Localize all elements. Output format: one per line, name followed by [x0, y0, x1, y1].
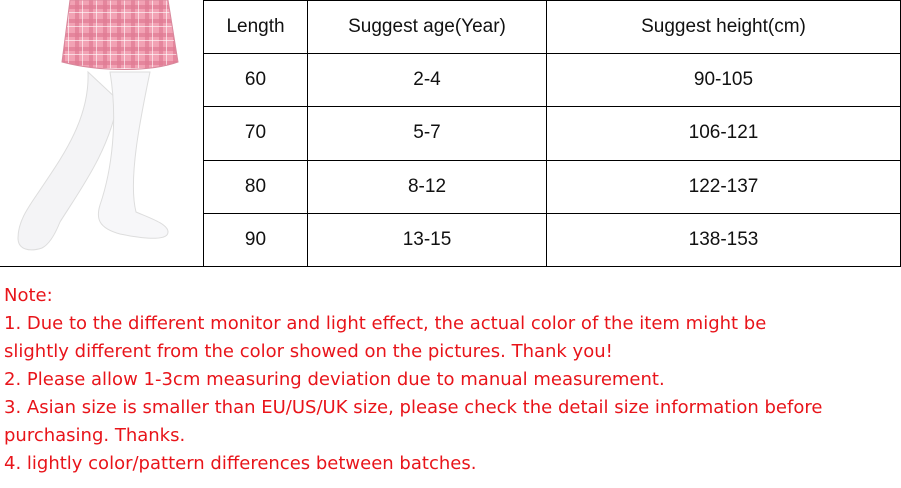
cell: 13-15	[307, 212, 547, 268]
product-image	[17, 0, 179, 251]
cell: 5-7	[307, 106, 547, 161]
header-row: Length Suggest age(Year) Suggest height(…	[203, 0, 901, 55]
cell: 138-153	[546, 212, 901, 268]
note-line: 1. Due to the different monitor and ligh…	[4, 313, 767, 334]
cell: 90	[203, 212, 308, 268]
divider	[0, 266, 901, 267]
notes: Note: 1. Due to the different monitor an…	[4, 282, 901, 478]
cell: 80	[203, 159, 308, 214]
note-line: 2. Please allow 1-3cm measuring deviatio…	[4, 369, 665, 390]
cell: 106-121	[546, 106, 901, 161]
cell: 8-12	[307, 159, 547, 214]
row: 90 13-15 138-153	[203, 212, 901, 268]
note-line: 3. Asian size is smaller than EU/US/UK s…	[4, 397, 823, 418]
cell: 90-105	[546, 53, 901, 108]
header-cell: Length	[203, 0, 308, 55]
row: 80 8-12 122-137	[203, 159, 901, 214]
note-line: 4. lightly color/pattern differences bet…	[4, 453, 477, 474]
notes-title: Note:	[4, 285, 53, 306]
cell: 60	[203, 53, 308, 108]
size-table: Length Suggest age(Year) Suggest height(…	[203, 0, 901, 268]
cell: 2-4	[307, 53, 547, 108]
cell: 122-137	[546, 159, 901, 214]
note-line: slightly different from the color showed…	[4, 341, 613, 362]
row: 60 2-4 90-105	[203, 53, 901, 108]
header-cell: Suggest age(Year)	[307, 0, 547, 55]
row: 70 5-7 106-121	[203, 106, 901, 161]
cell: 70	[203, 106, 308, 161]
note-line: purchasing. Thanks.	[4, 425, 186, 446]
header-cell: Suggest height(cm)	[546, 0, 901, 55]
